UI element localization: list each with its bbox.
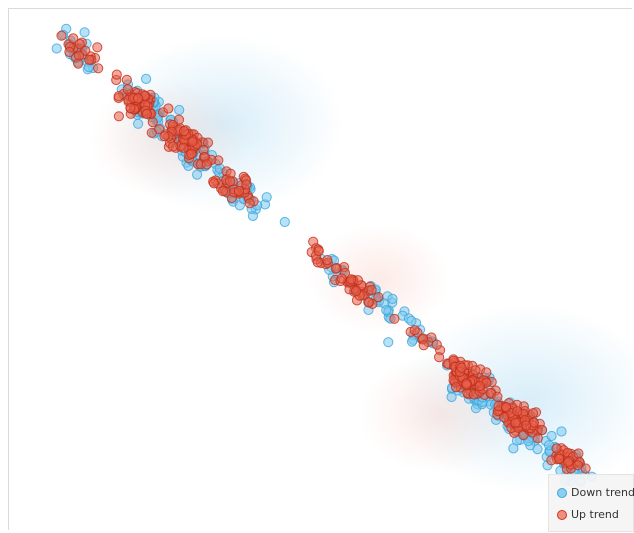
scatter-point-up-trend	[141, 108, 153, 120]
scatter-point-up-trend	[186, 148, 197, 159]
legend-label-down-trend: Down trend	[571, 486, 634, 499]
legend-item-down-trend[interactable]: Down trend	[557, 486, 634, 499]
scatter-point-up-trend	[64, 46, 75, 58]
scatter-point-up-trend	[179, 126, 190, 137]
scatter-point-down-trend	[51, 43, 62, 54]
scatter-point-up-trend	[132, 93, 144, 104]
scatter-point-up-trend	[431, 339, 442, 350]
scatter-plot	[51, 23, 633, 494]
scatter-point-up-trend	[450, 382, 462, 393]
scatter-point-up-trend	[346, 274, 357, 285]
legend-swatch-up-trend	[557, 509, 567, 520]
scatter-point-up-trend	[366, 284, 377, 296]
legend-item-up-trend[interactable]: Up trend	[557, 508, 619, 521]
scatter-point-up-trend	[336, 273, 347, 284]
density-glow-layer	[89, 34, 633, 494]
scatter-point-up-trend	[492, 391, 503, 402]
scatter-point-up-trend	[470, 365, 481, 376]
scatter-point-down-trend	[406, 315, 417, 326]
scatter-point-up-trend	[217, 186, 228, 197]
scatter-point-up-trend	[418, 340, 429, 351]
scatter-point-up-trend	[363, 297, 374, 308]
scatter-point-up-trend	[178, 142, 189, 153]
scatter-point-up-trend	[68, 33, 79, 44]
scatter-point-down-trend	[174, 104, 185, 116]
legend-label-up-trend: Up trend	[571, 508, 619, 521]
scatter-point-up-trend	[187, 136, 198, 147]
chart-legend: Down trend Up trend	[548, 474, 634, 532]
scatter-point-down-trend	[508, 443, 519, 454]
scatter-point-up-trend	[521, 420, 532, 431]
scatter-point-up-trend	[456, 362, 467, 373]
scatter-point-down-trend	[261, 192, 272, 203]
scatter-point-up-trend	[244, 198, 255, 209]
scatter-point-up-trend	[122, 84, 133, 95]
scatter-point-up-trend	[434, 352, 445, 363]
scatter-point-up-trend	[56, 30, 67, 41]
scatter-point-up-trend	[73, 58, 84, 69]
scatter-point-up-trend	[330, 263, 341, 274]
scatter-point-down-trend	[79, 27, 90, 38]
scatter-point-up-trend	[313, 246, 324, 257]
scatter-point-up-trend	[409, 325, 420, 336]
scatter-point-up-trend	[233, 185, 245, 196]
scatter-point-up-trend	[322, 255, 333, 266]
scatter-point-down-trend	[406, 336, 418, 347]
scatter-point-down-trend	[556, 426, 567, 437]
scatter-point-up-trend	[74, 38, 85, 50]
scatter-point-up-trend	[512, 406, 523, 417]
scatter-point-up-trend	[474, 381, 485, 392]
scatter-point-up-trend	[563, 457, 574, 468]
scatter-point-up-trend	[510, 417, 521, 428]
series-up-trend	[56, 30, 591, 474]
scatter-point-down-trend	[546, 430, 557, 442]
scatter-point-up-trend	[551, 443, 562, 454]
scatter-point-up-trend	[154, 124, 165, 135]
scatter-point-up-trend	[225, 176, 236, 187]
scatter-point-up-trend	[111, 69, 122, 80]
scatter-point-up-trend	[92, 42, 103, 53]
scatter-point-up-trend	[573, 448, 584, 459]
scatter-point-up-trend	[572, 460, 583, 471]
scatter-point-up-trend	[351, 285, 362, 297]
scatter-point-up-trend	[208, 178, 220, 189]
scatter-point-down-trend	[141, 73, 152, 85]
scatter-point-down-trend	[532, 444, 543, 455]
scatter-point-up-trend	[500, 402, 512, 413]
scatter-point-up-trend	[167, 141, 179, 152]
scatter-point-up-trend	[499, 412, 510, 423]
scatter-point-up-trend	[84, 54, 95, 65]
scatter-point-up-trend	[202, 137, 214, 148]
scatter-point-up-trend	[312, 257, 323, 268]
scatter-point-up-trend	[159, 131, 170, 142]
scatter-point-up-trend	[537, 424, 548, 436]
scatter-point-up-trend	[93, 63, 104, 74]
scatter-point-up-trend	[125, 102, 136, 114]
scatter-point-up-trend	[113, 91, 124, 102]
scatter-point-up-trend	[527, 408, 539, 419]
scatter-point-up-trend	[532, 433, 543, 444]
scatter-point-up-trend	[121, 74, 132, 85]
scatter-point-up-trend	[163, 103, 174, 114]
scatter-point-down-trend	[383, 337, 394, 348]
legend-swatch-down-trend	[557, 487, 567, 498]
scatter-point-up-trend	[389, 313, 400, 324]
scatter-point-up-trend	[113, 111, 125, 122]
scatter-point-up-trend	[554, 453, 565, 464]
plot-area	[8, 8, 633, 530]
scatter-point-down-trend	[387, 293, 398, 304]
scatter-point-down-trend	[381, 305, 392, 316]
scatter-point-up-trend	[461, 379, 472, 390]
scatter-point-up-trend	[201, 159, 212, 170]
scatter-point-down-trend	[133, 118, 144, 129]
scatter-point-up-trend	[373, 292, 384, 303]
scatter-point-up-trend	[241, 179, 252, 190]
scatter-point-down-trend	[279, 216, 290, 228]
